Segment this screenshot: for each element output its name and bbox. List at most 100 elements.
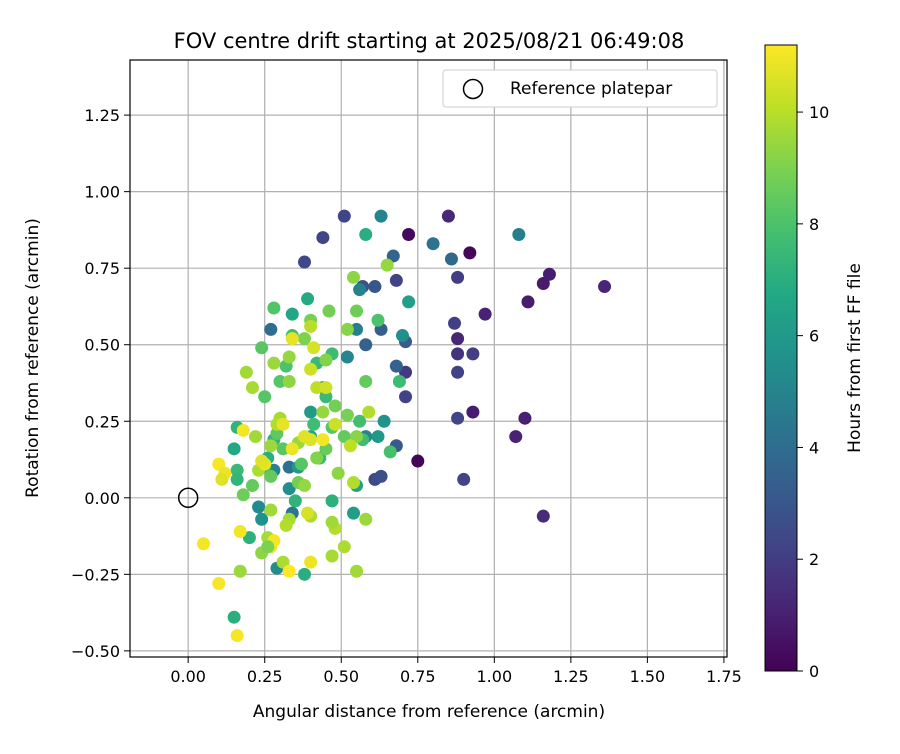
scatter-point bbox=[359, 374, 373, 388]
scatter-point bbox=[509, 430, 523, 444]
scatter-point bbox=[276, 417, 290, 431]
scatter-point bbox=[466, 347, 480, 361]
scatter-point bbox=[294, 457, 308, 471]
scatter-point bbox=[325, 494, 339, 508]
scatter-point bbox=[264, 322, 278, 336]
scatter-point bbox=[261, 540, 275, 554]
scatter-point bbox=[319, 390, 333, 404]
scatter-point bbox=[340, 350, 354, 364]
colorbar-tick-label: 2 bbox=[809, 550, 819, 569]
legend-marker-icon bbox=[462, 78, 484, 100]
scatter-point bbox=[386, 249, 400, 263]
scatter-point bbox=[392, 374, 406, 388]
y-tick-label: 0.25 bbox=[84, 412, 120, 431]
y-tick-label: 1.00 bbox=[84, 183, 120, 202]
scatter-point bbox=[282, 350, 296, 364]
plot-frame bbox=[129, 59, 728, 658]
scatter-point bbox=[521, 295, 535, 309]
scatter-point bbox=[282, 564, 296, 578]
scatter-point bbox=[340, 408, 354, 422]
scatter-point bbox=[227, 442, 241, 456]
scatter-point bbox=[255, 341, 269, 355]
scatter-point bbox=[212, 457, 226, 471]
scatter-point bbox=[359, 512, 373, 526]
y-tick-label: 0.00 bbox=[84, 489, 120, 508]
scatter-point bbox=[298, 430, 312, 444]
scatter-point bbox=[230, 629, 244, 643]
scatter-point bbox=[542, 267, 556, 281]
scatter-point bbox=[402, 295, 416, 309]
scatter-point bbox=[444, 252, 458, 266]
scatter-point bbox=[325, 549, 339, 563]
scatter-point bbox=[304, 362, 318, 376]
scatter-point bbox=[399, 390, 413, 404]
scatter-point bbox=[298, 479, 312, 493]
scatter-point bbox=[196, 537, 210, 551]
scatter-point bbox=[301, 506, 315, 520]
scatter-point bbox=[316, 433, 330, 447]
x-tick-label: 1.50 bbox=[630, 667, 666, 686]
scatter-point bbox=[258, 390, 272, 404]
scatter-point bbox=[273, 374, 287, 388]
colorbar-ticks: 0 2 4 6 8 10 bbox=[797, 103, 829, 681]
legend-label: Reference platepar bbox=[510, 79, 672, 99]
x-tick-label: 0.75 bbox=[400, 667, 436, 686]
scatter-point bbox=[350, 322, 364, 336]
y-tick-label: −0.50 bbox=[71, 642, 120, 661]
scatter-point bbox=[282, 460, 296, 474]
x-tick-label: 1.00 bbox=[477, 667, 513, 686]
scatter-point bbox=[380, 258, 394, 272]
scatter-point bbox=[451, 270, 465, 284]
scatter-point bbox=[249, 430, 263, 444]
scatter-point bbox=[285, 307, 299, 321]
scatter-point bbox=[282, 374, 296, 388]
scatter-point bbox=[279, 518, 293, 532]
scatter-point bbox=[518, 411, 532, 425]
legend: Reference platepar bbox=[442, 69, 718, 108]
scatter-point bbox=[350, 564, 364, 578]
scatter-point bbox=[328, 399, 342, 413]
scatter-point bbox=[389, 359, 403, 373]
scatter-point bbox=[301, 292, 315, 306]
scatter-point bbox=[377, 414, 391, 428]
scatter-point bbox=[371, 430, 385, 444]
scatter-point bbox=[285, 442, 299, 456]
y-tick-label: 0.75 bbox=[84, 259, 120, 278]
legend-box bbox=[442, 69, 718, 108]
colorbar-tick-label: 8 bbox=[809, 215, 819, 234]
scatter-point bbox=[441, 209, 455, 223]
scatter-point bbox=[359, 228, 373, 242]
grid-lines bbox=[130, 60, 727, 657]
colorbar-tick-label: 0 bbox=[809, 662, 819, 681]
scatter-point bbox=[276, 555, 290, 569]
scatter-point bbox=[230, 472, 244, 486]
scatter-point bbox=[242, 531, 256, 545]
y-axis-label: Rotation from reference (arcmin) bbox=[23, 218, 43, 498]
scatter-point bbox=[343, 439, 357, 453]
scatter-point bbox=[264, 439, 278, 453]
scatter-point bbox=[451, 332, 465, 346]
scatter-point bbox=[402, 228, 416, 242]
scatter-point bbox=[353, 414, 367, 428]
scatter-point bbox=[267, 301, 281, 315]
scatter-point bbox=[227, 610, 241, 624]
scatter-point bbox=[371, 313, 385, 327]
x-axis-ticks: 0.00 0.25 0.50 0.75 1.00 1.25 1.50 1.75 bbox=[170, 657, 742, 686]
scatter-point bbox=[353, 283, 367, 297]
scatter-point bbox=[340, 322, 354, 336]
scatter-point bbox=[463, 246, 477, 260]
scatter-point bbox=[359, 338, 373, 352]
scatter-point bbox=[536, 509, 550, 523]
scatter-point bbox=[264, 503, 278, 517]
scatter-point bbox=[346, 475, 360, 489]
colorbar-tick-label: 10 bbox=[809, 103, 829, 122]
scatter-point bbox=[298, 567, 312, 581]
scatter-point bbox=[411, 454, 425, 468]
scatter-point bbox=[245, 381, 259, 395]
colorbar-tick-label: 6 bbox=[809, 327, 819, 346]
scatter-point bbox=[598, 280, 612, 294]
scatter-point bbox=[337, 430, 351, 444]
scatter-point bbox=[316, 405, 330, 419]
scatter-point bbox=[374, 209, 388, 223]
